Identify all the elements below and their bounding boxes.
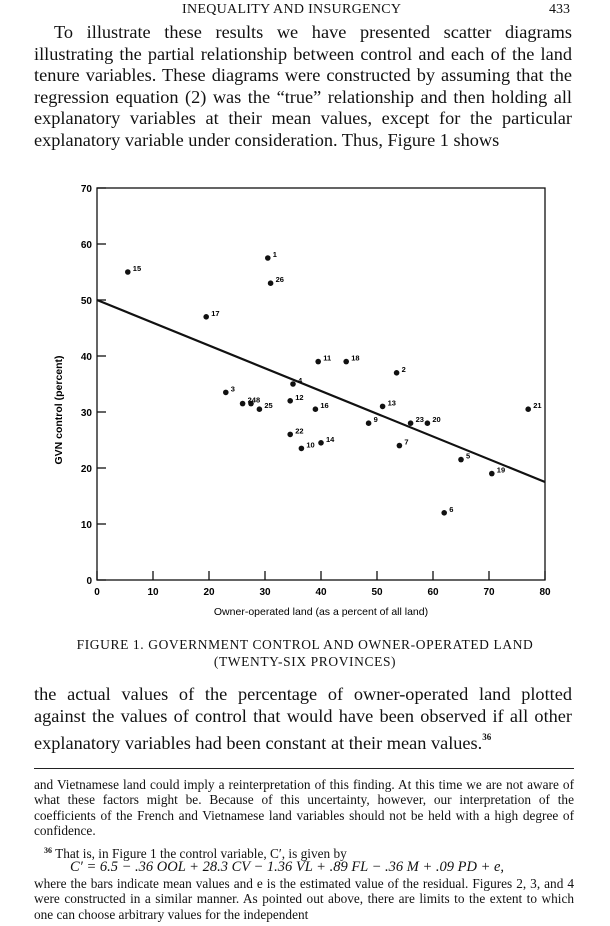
data-point-7	[396, 442, 403, 449]
point-label-16: 16	[320, 401, 328, 410]
body-paragraph-bottom: the actual values of the percentage of o…	[34, 684, 572, 755]
figure-caption-subtitle: (TWENTY-SIX PROVINCES)	[213, 654, 397, 669]
point-label-3: 3	[231, 384, 235, 393]
body-paragraph-top: To illustrate these results we have pres…	[34, 22, 572, 150]
point-label-9: 9	[374, 415, 378, 424]
x-axis-label: Owner-operated land (as a percent of all…	[214, 606, 428, 618]
point-label-13: 13	[388, 398, 396, 407]
regression-line	[96, 298, 546, 484]
footnote-rule	[34, 768, 574, 769]
data-point-15	[125, 269, 131, 275]
point-label-4: 4	[298, 376, 303, 385]
point-label-12: 12	[295, 393, 303, 402]
x-tick-label: 10	[147, 587, 159, 598]
data-point-1	[265, 255, 271, 261]
x-tick-label: 70	[483, 587, 495, 598]
data-point-23	[407, 420, 414, 426]
data-point-6	[441, 510, 448, 516]
point-label-19: 19	[497, 466, 505, 475]
running-header: INEQUALITY AND INSURGENCY 433	[0, 2, 610, 20]
data-point-12	[287, 398, 293, 404]
point-label-7: 7	[404, 438, 408, 447]
x-tick-label: 0	[94, 587, 100, 598]
footnote-number: 36	[44, 846, 52, 855]
chart-axes: 0 10 20 30 40 50 60 70 0 10 20 30 40 50 60 70 80 Owner-op…	[53, 184, 551, 618]
data-point-19	[489, 470, 495, 477]
footnote-after-equation: where the bars indicate mean values and …	[34, 876, 574, 922]
body-paragraph-bottom-text: the actual values of the percentage of o…	[34, 684, 572, 754]
control-equation: C′ = 6.5 − .36 OOL + 28.3 CV − 1.36 VL +…	[70, 859, 505, 875]
figure-caption-title: FIGURE 1. GOVERNMENT CONTROL AND OWNER-O…	[76, 637, 534, 652]
scatter-plot: 0 10 20 30 40 50 60 70 0 10 20 30 40 50 60 70 80 Owner-op…	[53, 184, 551, 618]
footnote-text: That is, in Figure 1 the control variabl…	[55, 846, 347, 861]
data-point-2	[393, 370, 400, 376]
data-point-16	[312, 406, 319, 412]
x-tick-label: 60	[427, 587, 439, 598]
y-tick-label: 40	[81, 352, 93, 363]
footnote-reference: 36	[482, 732, 492, 743]
point-label-11: 11	[323, 354, 331, 363]
data-point-18	[343, 358, 350, 365]
data-point-20	[424, 420, 431, 426]
x-tick-label: 30	[259, 587, 271, 598]
y-tick-label: 20	[81, 464, 93, 475]
y-tick-label: 0	[86, 576, 92, 587]
data-point-17	[203, 314, 209, 320]
x-tick-label: 80	[539, 587, 551, 598]
data-point-14	[318, 440, 324, 446]
x-tick-label: 50	[371, 587, 383, 598]
point-label-23: 23	[416, 415, 424, 424]
point-label-6: 6	[449, 505, 453, 514]
y-tick-label: 30	[81, 408, 93, 419]
data-point-9	[365, 420, 372, 426]
point-label-25: 25	[264, 401, 272, 410]
data-point-22	[287, 431, 293, 438]
data-point-11	[315, 358, 322, 365]
y-axis-label: GVN control (percent)	[53, 355, 65, 464]
point-label-2: 2	[402, 365, 406, 374]
point-label-22: 22	[295, 426, 303, 435]
point-label-24: 24	[248, 396, 257, 405]
data-point-4	[290, 381, 296, 387]
plot-frame	[96, 187, 546, 581]
y-tick-label: 70	[81, 184, 93, 195]
point-label-5: 5	[466, 452, 470, 461]
data-point-10	[298, 445, 305, 452]
point-label-15: 15	[133, 264, 141, 273]
footnote-36: 36 That is, in Figure 1 the control vari…	[34, 843, 574, 861]
point-label-10: 10	[306, 440, 314, 449]
data-point-8	[248, 400, 254, 407]
point-label-8: 8	[256, 396, 260, 405]
data-point-13	[379, 403, 386, 410]
point-label-14: 14	[326, 435, 335, 444]
data-point-24	[239, 400, 246, 407]
point-label-20: 20	[432, 415, 440, 424]
point-label-18: 18	[351, 354, 359, 363]
running-title: INEQUALITY AND INSURGENCY	[182, 2, 402, 17]
data-point-25	[256, 406, 263, 412]
page-number: 433	[549, 2, 570, 17]
data-point-26	[267, 280, 274, 286]
figure-1-chart: 0 10 20 30 40 50 60 70 0 10 20 30 40 50 60 70 80 Owner-op…	[52, 182, 552, 627]
chart-marks: 1234567891011121314151617181920212223242…	[96, 250, 546, 516]
x-tick-label: 40	[315, 587, 327, 598]
data-point-21	[525, 406, 531, 412]
point-label-17: 17	[211, 309, 219, 318]
point-label-26: 26	[276, 275, 284, 284]
y-tick-label: 10	[81, 520, 93, 531]
data-point-3	[223, 389, 229, 396]
x-tick-label: 20	[203, 587, 215, 598]
data-point-5	[458, 456, 464, 463]
y-tick-label: 50	[81, 296, 93, 307]
y-tick-label: 60	[81, 240, 93, 251]
footnote-continuation: and Vietnamese land could imply a reinte…	[34, 777, 574, 839]
point-label-1: 1	[273, 250, 277, 259]
point-label-21: 21	[533, 401, 541, 410]
